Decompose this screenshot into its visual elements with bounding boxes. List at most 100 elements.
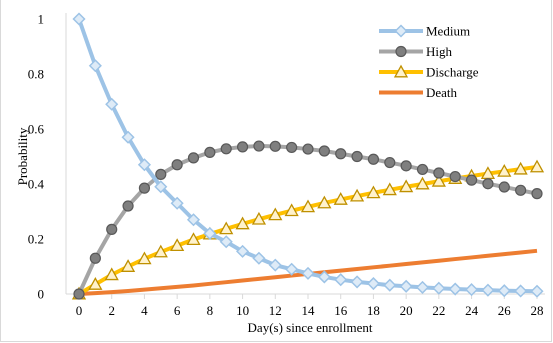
data-point-high [351,150,363,163]
data-point-discharge [317,195,332,209]
x-tick-label: 8 [207,303,214,318]
data-point-high [286,141,298,154]
data-point-high [171,159,183,171]
data-point-discharge [88,277,103,290]
data-point-discharge [529,159,545,173]
data-point-high [367,153,380,165]
data-point-high [73,288,85,300]
data-point-high [89,252,101,264]
x-tick-label: 12 [269,303,282,318]
data-point-medium [121,130,135,144]
x-axis-title: Day(s) since enrollment [248,320,373,335]
data-point-medium [72,12,86,26]
data-point-medium [285,262,299,276]
series-layer [71,12,545,300]
data-point-high [106,223,118,235]
data-point-discharge [235,216,250,230]
data-point-medium [432,281,446,295]
data-point-discharge [120,259,136,272]
data-point-medium [236,244,250,258]
data-point-medium [317,270,331,284]
x-tick-label: 10 [236,303,249,318]
legend-swatch-marker [393,64,409,78]
data-point-high [122,200,134,212]
data-point-medium [383,278,397,292]
x-tick-label: 2 [108,303,115,318]
data-point-medium [137,158,151,172]
data-point-discharge [219,221,234,235]
data-point-high [498,181,510,193]
data-point-high [416,163,429,176]
data-point-medium [268,258,282,272]
data-point-medium [334,273,348,287]
data-point-high [187,152,200,164]
data-point-discharge [513,161,528,175]
y-tick-label: 0.2 [28,232,44,247]
data-point-medium [252,251,266,265]
data-point-medium [186,213,201,227]
data-point-high [384,156,396,169]
data-point-high [531,188,543,200]
legend-label: High [426,44,453,59]
y-tick-label: 1 [38,12,45,27]
data-point-medium [301,266,315,280]
y-axis-title: Probability [15,127,30,185]
data-point-high [335,148,347,160]
x-tick-label: 24 [465,303,479,318]
series-line-medium [77,18,538,294]
legend-swatch-marker [395,45,407,58]
data-point-high [302,143,314,155]
data-point-medium [399,279,413,293]
y-tick-label: 0.8 [28,67,44,82]
data-point-medium [366,276,380,291]
legend-item-medium: Medium [379,24,470,39]
legend-label: Discharge [426,65,479,80]
x-tick-label: 4 [141,303,148,318]
data-point-medium [88,59,102,73]
data-point-discharge [300,199,316,213]
x-tick-label: 6 [174,303,181,318]
data-point-high [155,168,167,180]
x-tick-label: 16 [334,303,348,318]
data-point-discharge [333,192,348,205]
data-point-discharge [382,182,397,196]
x-tick-label: 28 [531,303,544,318]
x-tick-label: 26 [498,303,512,318]
data-point-discharge [366,185,381,199]
y-tick-label: 0.4 [28,177,45,192]
data-point-discharge [251,211,267,225]
data-point-high [204,146,216,158]
data-point-medium [530,284,544,298]
data-point-discharge [186,232,201,246]
legend-swatch-marker [394,24,408,38]
y-tick-label: 0 [38,287,45,302]
x-tick-label: 20 [400,303,413,318]
legend-layer: Medium High Discharge Death [379,24,479,100]
x-tick-label: 18 [367,303,380,318]
data-point-discharge [431,173,446,187]
data-point-medium [350,275,364,289]
data-point-medium [105,97,119,111]
legend-label: Death [426,85,458,100]
x-tick-label: 14 [302,303,316,318]
data-point-discharge [399,179,414,193]
legend-label: Medium [426,24,470,39]
data-point-medium [448,282,462,296]
data-point-medium [415,280,430,294]
data-point-medium [465,283,479,297]
legend-item-death: Death [379,85,458,100]
data-point-high [449,170,461,183]
data-point-medium [154,180,168,194]
axes-layer: 00.20.40.60.810 2 4 6 8 10 12 14 16 18 20 22 24 26 28 [28,12,545,318]
data-point-medium [203,226,217,241]
data-point-high [400,160,412,172]
x-tick-label: 22 [432,303,445,318]
data-point-high [482,178,494,190]
data-point-medium [514,284,528,298]
data-point-high [220,143,232,155]
data-point-discharge [415,176,430,190]
data-point-discharge [153,244,168,258]
